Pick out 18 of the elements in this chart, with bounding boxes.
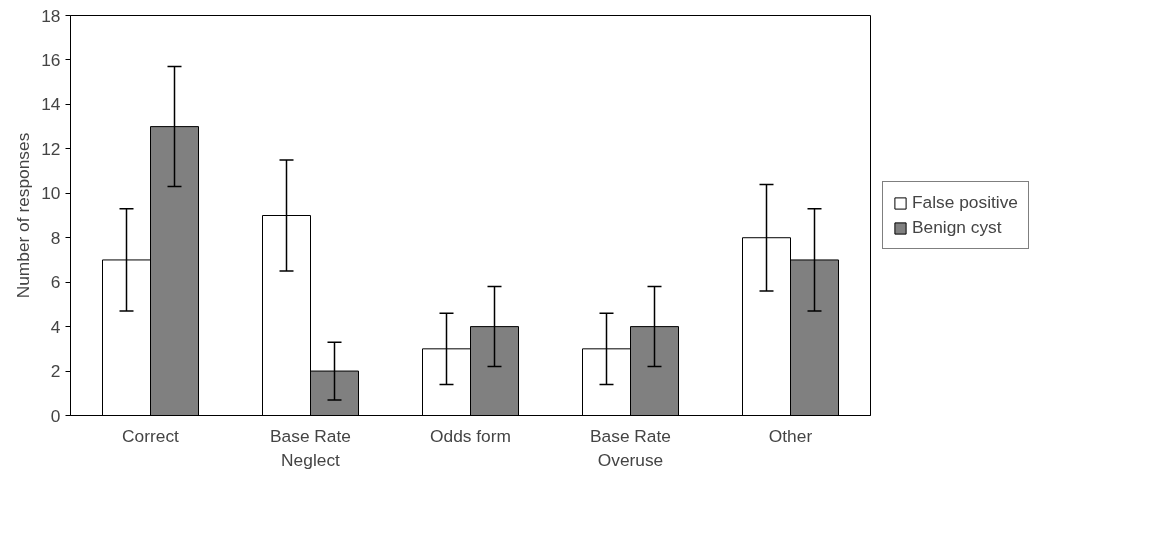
y-tick-label: 4 <box>50 316 61 337</box>
legend-label: Benign cyst <box>912 217 1002 238</box>
x-tick-label: Other <box>768 425 813 446</box>
y-tick-label: 0 <box>50 405 61 426</box>
y-tick-label: 8 <box>50 227 61 248</box>
y-tick-label: 16 <box>41 49 61 70</box>
y-axis-title: Number of responses <box>13 132 34 299</box>
y-tick-label: 14 <box>41 94 61 115</box>
x-tick-label: Base Rate Neglect <box>270 425 351 470</box>
y-tick-label: 18 <box>41 5 61 26</box>
x-tick-label: Odds form <box>430 425 511 446</box>
y-tick-label: 10 <box>41 183 61 204</box>
x-tick-label: Base Rate Overuse <box>590 425 671 470</box>
x-tick-label: Correct <box>122 425 180 446</box>
y-tick-label: 2 <box>50 361 61 382</box>
y-tick-label: 12 <box>41 138 61 159</box>
y-tick-label: 6 <box>50 272 61 293</box>
legend-label: False positive <box>912 192 1018 213</box>
